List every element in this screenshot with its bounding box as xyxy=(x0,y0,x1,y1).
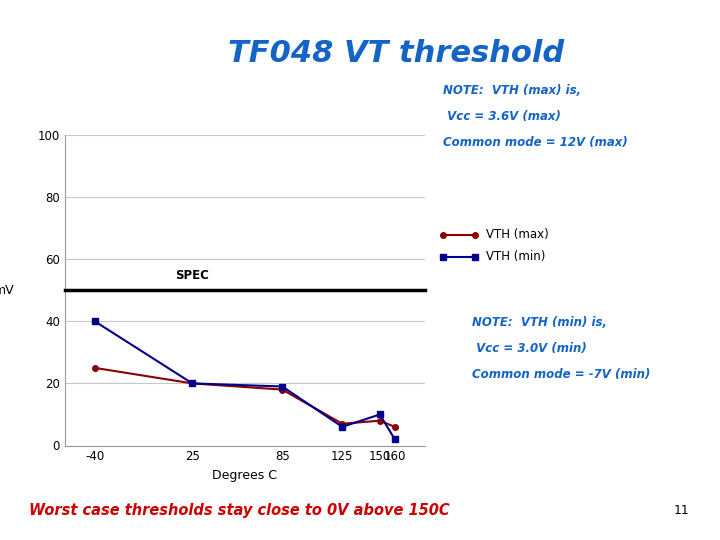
Text: mV: mV xyxy=(0,284,14,297)
X-axis label: Degrees C: Degrees C xyxy=(212,469,277,482)
Text: Vcc = 3.6V (max): Vcc = 3.6V (max) xyxy=(443,110,561,123)
Text: NOTE:  VTH (min) is,: NOTE: VTH (min) is, xyxy=(472,316,606,329)
Text: SPEC: SPEC xyxy=(176,269,210,282)
Text: Common mode = 12V (max): Common mode = 12V (max) xyxy=(443,136,628,148)
Text: Worst case thresholds stay close to 0V above 150C: Worst case thresholds stay close to 0V a… xyxy=(29,503,449,518)
Text: Vcc = 3.0V (min): Vcc = 3.0V (min) xyxy=(472,342,586,355)
Text: VTH (min): VTH (min) xyxy=(486,250,545,263)
Text: VTH (max): VTH (max) xyxy=(486,228,549,241)
Text: NOTE:  VTH (max) is,: NOTE: VTH (max) is, xyxy=(443,84,581,97)
Text: TF048 VT threshold: TF048 VT threshold xyxy=(228,39,564,69)
Text: Common mode = -7V (min): Common mode = -7V (min) xyxy=(472,368,650,381)
Text: 11: 11 xyxy=(673,504,689,517)
